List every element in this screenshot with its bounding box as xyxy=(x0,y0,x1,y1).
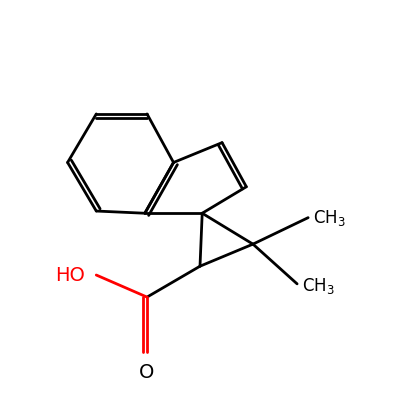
Text: O: O xyxy=(139,363,155,382)
Text: CH$_3$: CH$_3$ xyxy=(312,208,345,228)
Text: CH$_3$: CH$_3$ xyxy=(302,276,334,296)
Text: HO: HO xyxy=(55,266,85,284)
